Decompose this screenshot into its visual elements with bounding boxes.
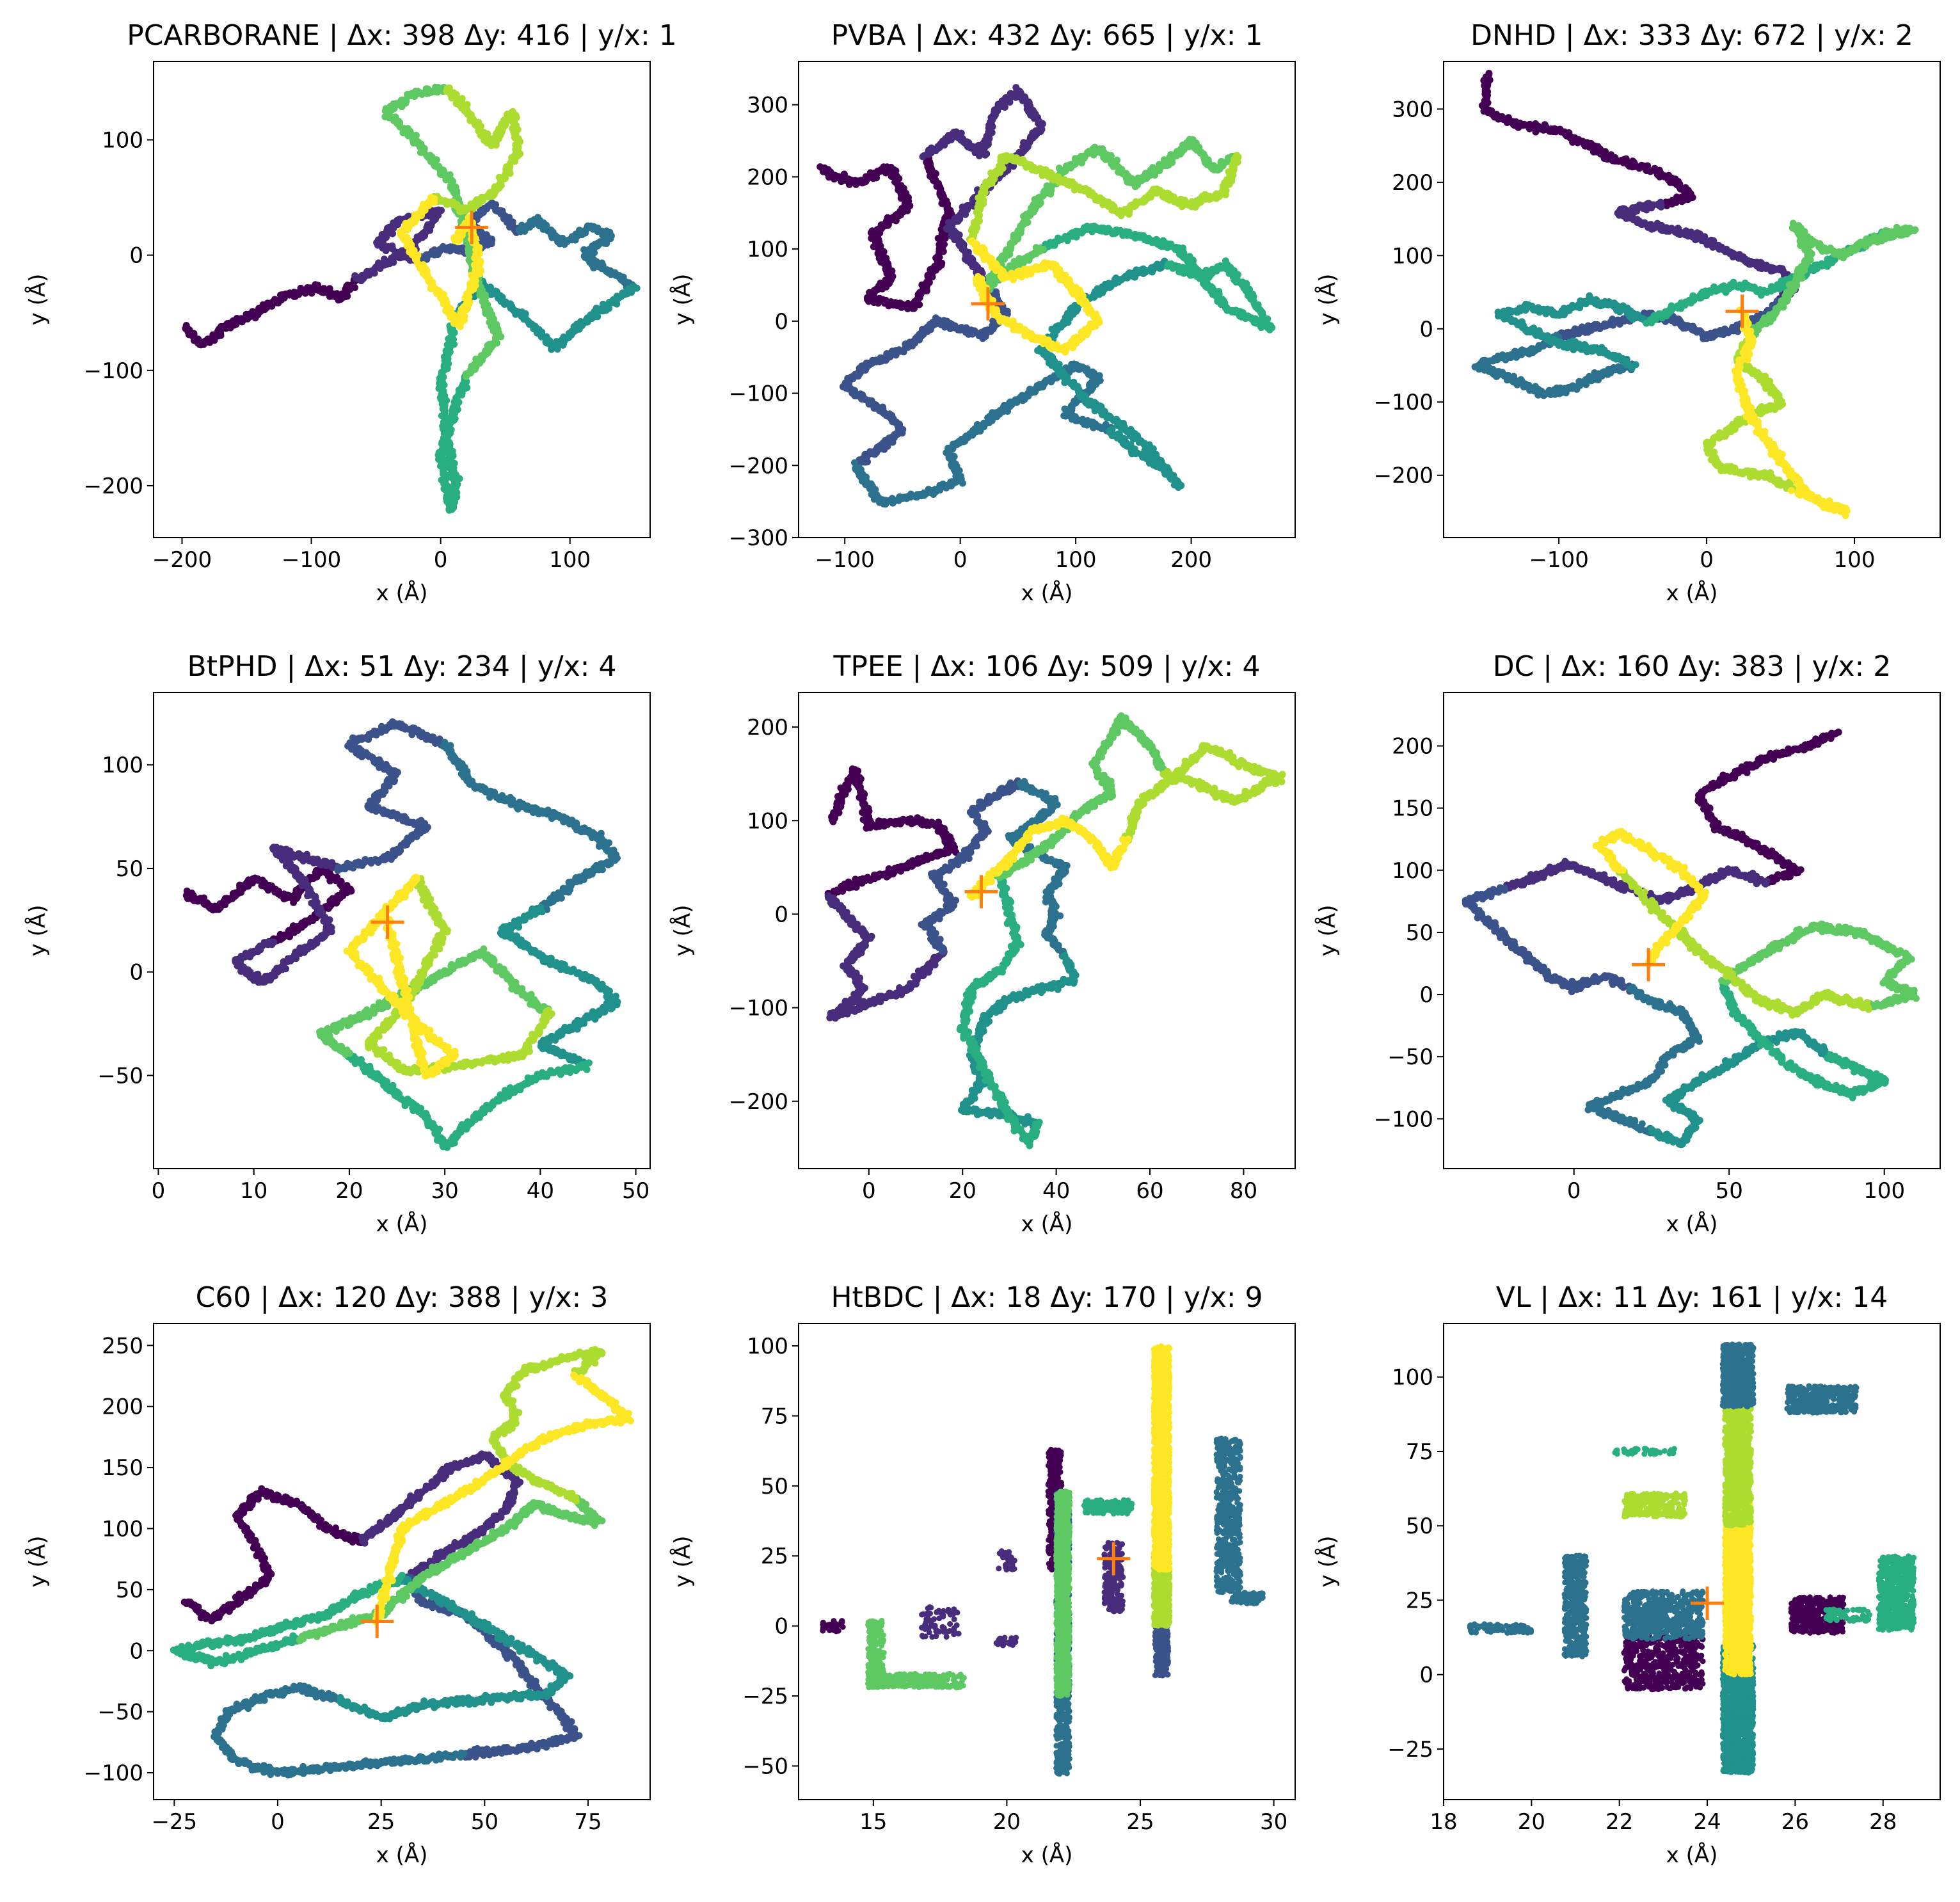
y-tick-label: 100 (102, 127, 143, 153)
scatter-point (450, 329, 458, 337)
scatter-point (601, 307, 609, 314)
scatter-point (466, 117, 474, 124)
scatter-point (211, 337, 218, 344)
scatter-point (851, 459, 858, 467)
scatter-point (268, 299, 276, 306)
scatter-point (580, 246, 588, 253)
scatter-point (879, 284, 886, 291)
x-axis-label: x (Å) (376, 580, 428, 606)
scatter-point (590, 312, 597, 319)
scatter-point (1192, 265, 1200, 273)
scatter-point (459, 204, 466, 212)
subplot-1: −200 −100 0 100 −200 −100 0 100 x (Å) y (Å) PCARBO… (24, 19, 677, 606)
x-tick-label: 0 (434, 547, 448, 573)
center-marker (455, 211, 489, 244)
scatter-point (440, 367, 448, 374)
y-axis-label: y (Å) (24, 274, 51, 326)
x-tick-label: −200 (152, 547, 212, 573)
scatter-point (923, 278, 930, 286)
subplot-title: PCARBORANE | Δx: 398 Δy: 416 | y/x: 1 (127, 19, 677, 52)
scatter-points (182, 83, 641, 514)
scatter-points (817, 84, 1276, 508)
scatter-point (497, 175, 505, 183)
scatter-point (451, 237, 459, 244)
scatter-point (351, 284, 358, 291)
y-tick-label: 0 (129, 243, 143, 269)
scatter-point (599, 300, 607, 308)
scatter-point (869, 450, 877, 458)
x-tick-label: 100 (549, 547, 591, 573)
scatter-point (507, 221, 515, 228)
scatter-point (391, 113, 399, 121)
scatter-point (987, 415, 995, 422)
x-tick-label: −100 (282, 547, 341, 573)
scatter-point (335, 296, 342, 304)
scatter-point (899, 191, 907, 199)
scatter-point (416, 89, 424, 97)
scatter-point (1085, 381, 1093, 389)
scatter-point (590, 255, 598, 263)
y-tick-label: −200 (84, 474, 143, 499)
scatter-point (452, 91, 460, 98)
scatter-point (936, 259, 944, 267)
scatter-point (819, 166, 827, 173)
scatter-point (865, 400, 873, 408)
scatter-point (990, 323, 998, 331)
y-tick-label: −100 (84, 358, 143, 384)
axes-frame (153, 61, 651, 538)
scatter-point (904, 305, 911, 312)
scatter-point (889, 499, 896, 507)
scatter-point (420, 228, 428, 236)
